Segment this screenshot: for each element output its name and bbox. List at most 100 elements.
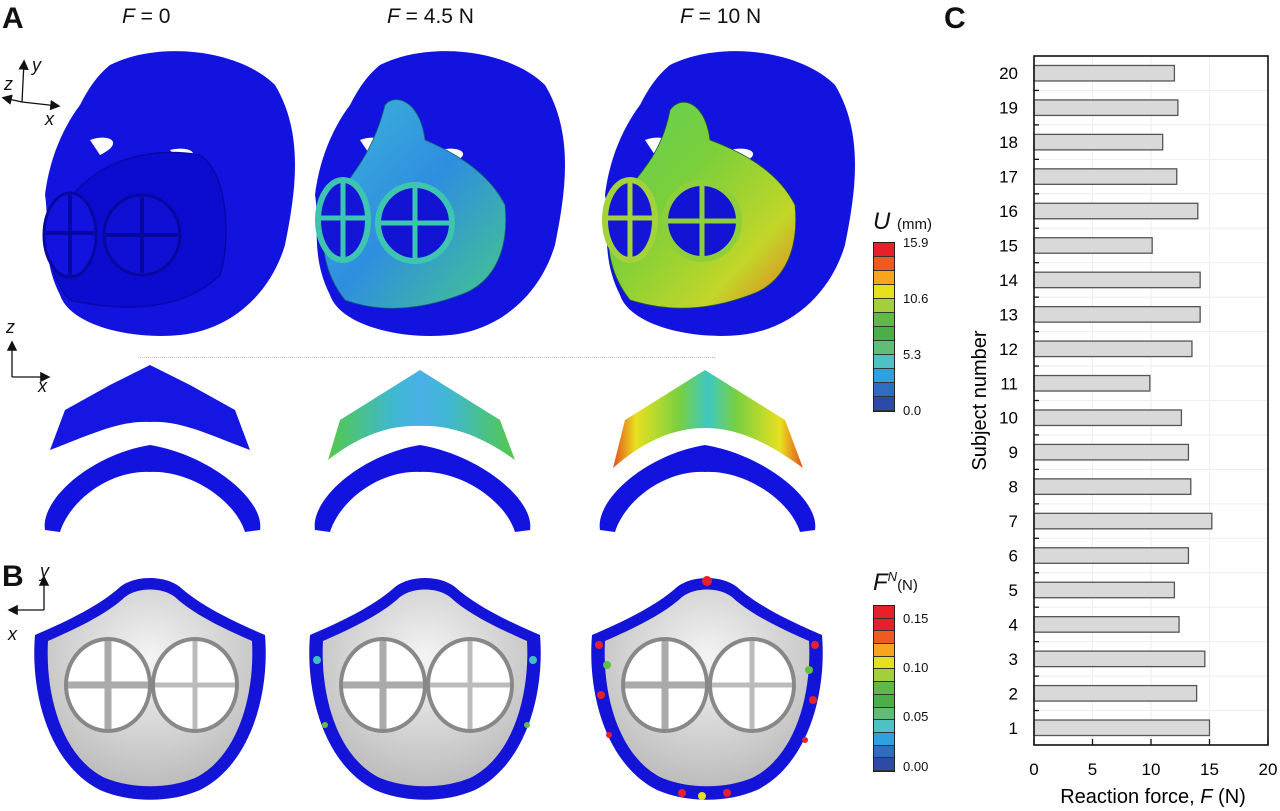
bar-subject-13 (1033, 305, 1201, 323)
bar-subject-11 (1033, 374, 1151, 392)
panel-b-letter: B (2, 560, 24, 593)
y-tick-label: 9 (1009, 443, 1018, 462)
bar-subject-20 (1033, 64, 1176, 82)
axis-label-x-b: x (8, 624, 17, 644)
colorbar-swatch (874, 313, 894, 327)
x-tick-label: 0 (1029, 760, 1038, 779)
bar-subject-1 (1033, 719, 1211, 737)
colorbar-swatch (874, 758, 894, 771)
colorbar-swatch (874, 656, 894, 670)
xy-axes-icon (7, 575, 50, 616)
mask-front-f0 (34, 578, 266, 800)
panel-c-letter: C (944, 2, 966, 35)
x-tick-label: 10 (1142, 760, 1161, 779)
bar-subject-2 (1033, 684, 1198, 702)
axis-label-z-bottom: z (6, 317, 15, 337)
column-title-f45: F = 4.5 N (387, 5, 474, 28)
y-tick-label: 15 (999, 236, 1018, 255)
y-tick-label: 11 (1000, 374, 1018, 393)
bar-subject-16 (1033, 202, 1199, 220)
mask-front-f45 (309, 578, 541, 800)
xyz-axes-icon (1, 59, 61, 111)
bar-subject-14 (1033, 271, 1201, 289)
colorbar-swatch (874, 669, 894, 683)
x-tick-label: 5 (1088, 760, 1097, 779)
colorbar-swatch (874, 257, 894, 271)
axis-label-y: y (32, 55, 41, 75)
bar-subject-18 (1033, 133, 1164, 151)
face-model-f0 (42, 51, 295, 336)
bar-subject-15 (1033, 237, 1153, 254)
colorbar-u-tick-min: 0.0 (903, 403, 922, 418)
colorbar-u-tick-max: 15.9 (903, 235, 929, 250)
colorbar-fn-tick-3: 0.05 (903, 709, 929, 724)
colorbar-swatch (874, 707, 894, 721)
x-axis-title: Reaction force, F (N) (1060, 786, 1246, 808)
colorbar-displacement (873, 242, 895, 412)
x-tick-label: 15 (1200, 760, 1219, 779)
colorbar-contact-force (873, 605, 895, 772)
colorbar-swatch (874, 732, 894, 746)
bar-subject-17 (1033, 168, 1178, 185)
y-tick-label: 4 (1009, 615, 1018, 634)
y-tick-label: 10 (999, 409, 1018, 428)
colorbar-u-tick-2: 10.6 (903, 291, 929, 306)
colorbar-swatch (874, 618, 894, 632)
y-tick-label: 7 (1009, 512, 1018, 531)
y-tick-label: 1 (1009, 719, 1018, 738)
panel-a-letter: A (2, 2, 24, 35)
colorbar-swatch (874, 745, 894, 759)
y-tick-label: 8 (1009, 478, 1018, 497)
colorbar-u-tick-3: 5.3 (903, 347, 922, 362)
colorbar-swatch (874, 397, 894, 411)
colorbar-swatch (874, 682, 894, 695)
y-tick-label: 13 (999, 305, 1018, 324)
bottom-view-f0 (44, 365, 261, 532)
axis-label-x: x (45, 109, 54, 129)
axis-label-z: z (4, 74, 13, 94)
colorbar-swatch (874, 694, 894, 708)
face-model-f10 (602, 51, 855, 336)
bottom-view-f45 (314, 370, 531, 532)
bottom-view-f10 (599, 370, 816, 532)
mask-front-f10 (591, 576, 823, 800)
colorbar-swatch (874, 383, 894, 397)
y-tick-label: 6 (1009, 547, 1018, 566)
colorbar-swatch (874, 355, 894, 369)
y-tick-label: 5 (1009, 581, 1018, 600)
colorbar-fn-tick-min: 0.00 (903, 759, 929, 774)
colorbar-swatch (874, 720, 894, 733)
y-tick-label: 17 (999, 168, 1018, 187)
y-axis-title: Subject number (969, 330, 991, 470)
y-tick-label: 14 (999, 271, 1018, 290)
y-tick-label: 3 (1009, 650, 1018, 669)
y-tick-label: 18 (999, 133, 1018, 152)
colorbar-u-title: U (mm) (873, 208, 932, 235)
colorbar-swatch (874, 606, 894, 619)
divider (140, 357, 715, 358)
colorbar-fn-title: FN(N) (873, 569, 918, 596)
colorbar-fn-tick-2: 0.10 (903, 660, 929, 675)
colorbar-swatch (874, 341, 894, 355)
bar-subject-3 (1033, 650, 1206, 668)
bar-subject-8 (1033, 478, 1192, 496)
colorbar-swatch (874, 644, 894, 657)
y-tick-label: 16 (999, 202, 1018, 221)
xz-axes-icon (6, 340, 51, 383)
y-tick-label: 20 (999, 64, 1018, 83)
colorbar-swatch (874, 285, 894, 299)
colorbar-swatch (874, 299, 894, 313)
axis-label-y-b: y (40, 561, 49, 581)
axis-label-x-bottom: x (38, 376, 47, 396)
bar-subject-5 (1033, 581, 1176, 599)
bar-subject-10 (1033, 409, 1183, 427)
y-tick-label: 2 (1009, 684, 1018, 703)
bar-subject-6 (1033, 547, 1190, 564)
colorbar-fn-tick-max: 0.15 (903, 611, 929, 626)
colorbar-swatch (874, 243, 894, 257)
bar-subject-7 (1033, 512, 1213, 530)
y-tick-label: 19 (999, 99, 1018, 118)
bar-subject-12 (1033, 340, 1193, 358)
colorbar-swatch (874, 271, 894, 285)
